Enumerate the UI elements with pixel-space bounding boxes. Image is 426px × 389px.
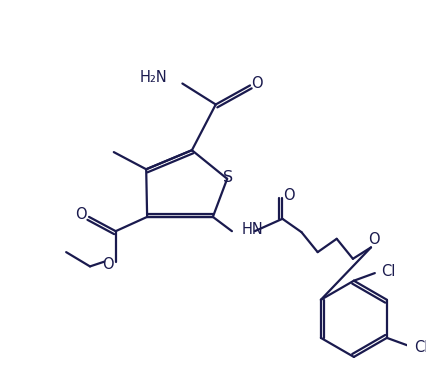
Text: HN: HN	[242, 222, 263, 237]
Text: O: O	[75, 207, 87, 221]
Text: Cl: Cl	[414, 340, 426, 355]
Text: O: O	[283, 188, 295, 203]
Text: O: O	[368, 232, 380, 247]
Text: S: S	[223, 170, 233, 185]
Text: H₂N: H₂N	[139, 70, 167, 85]
Text: O: O	[102, 257, 114, 272]
Text: Cl: Cl	[381, 264, 395, 279]
Text: O: O	[251, 76, 262, 91]
